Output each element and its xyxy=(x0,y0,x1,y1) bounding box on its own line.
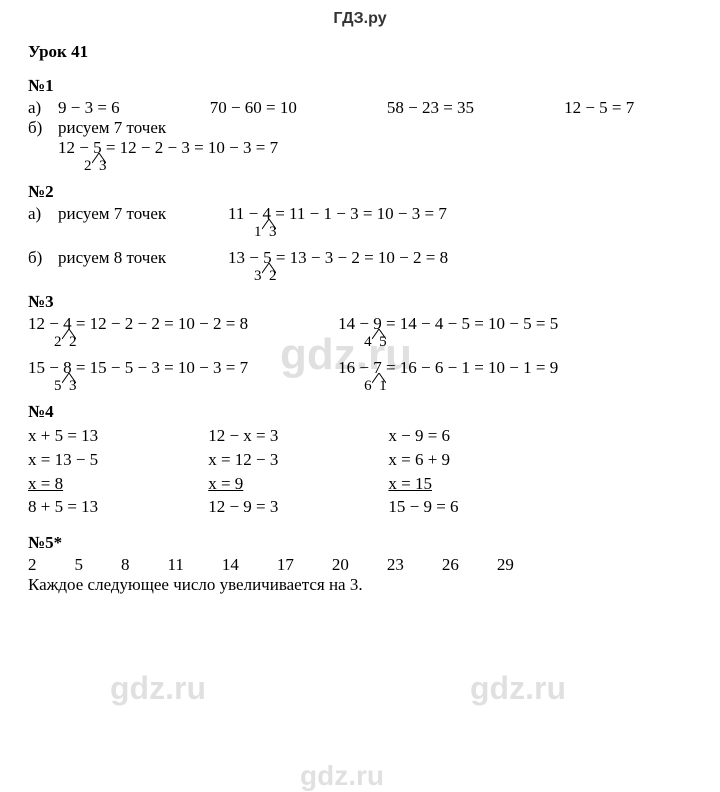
task1-row-a: а) 9 − 3 = 6 70 − 60 = 10 58 − 23 = 35 1… xyxy=(28,98,692,118)
task4-num: №4 xyxy=(28,402,692,422)
eq: 70 − 60 = 10 xyxy=(210,98,297,118)
task2-row-a: а) рисуем 7 точек 11 − 4 = 11 − 1 − 3 = … xyxy=(28,204,692,224)
task1-row-b: б) рисуем 7 точек xyxy=(28,118,692,138)
task4-col2: 12 − x = 3 x = 12 − 3 x = 9 12 − 9 = 3 xyxy=(208,424,278,519)
page: ГДЗ.ру Урок 41 №1 а) 9 − 3 = 6 70 − 60 =… xyxy=(0,0,720,615)
lesson-title: Урок 41 xyxy=(28,42,692,62)
eq-check: 8 + 5 = 13 xyxy=(28,495,98,519)
seq-num: 29 xyxy=(497,555,514,575)
split-nums: 1 3 xyxy=(254,224,277,241)
eq: 58 − 23 = 35 xyxy=(387,98,474,118)
task5-note: Каждое следующее число увеличивается на … xyxy=(28,575,692,595)
eq: x = 6 + 9 xyxy=(388,448,458,472)
task3-row1: 12 − 4 = 12 − 2 − 2 = 10 − 2 = 8 2 2 14 … xyxy=(28,314,692,334)
seq-num: 14 xyxy=(222,555,239,575)
split-nums: 3 2 xyxy=(254,268,277,285)
eq-text: 13 − 5 = 13 − 3 − 2 = 10 − 2 = 8 xyxy=(228,248,448,267)
eq-check: 12 − 9 = 3 xyxy=(208,495,278,519)
task3-eq1: 12 − 4 = 12 − 2 − 2 = 10 − 2 = 8 2 2 xyxy=(28,314,248,334)
watermark: gdz.ru xyxy=(110,670,206,707)
seq-num: 17 xyxy=(277,555,294,575)
task3-eq3: 15 − 8 = 15 − 5 − 3 = 10 − 3 = 7 5 3 xyxy=(28,358,248,378)
seq-num: 5 xyxy=(75,555,84,575)
eq-text: 12 − 5 = 12 − 2 − 3 = 10 − 3 = 7 xyxy=(58,138,278,157)
eq-check: 15 − 9 = 6 xyxy=(388,495,458,519)
task2-a-text: рисуем 7 точек xyxy=(58,204,228,224)
eq-text: 12 − 4 = 12 − 2 − 2 = 10 − 2 = 8 xyxy=(28,314,248,333)
eq-answer: x = 8 xyxy=(28,472,98,496)
seq-num: 26 xyxy=(442,555,459,575)
task3-num: №3 xyxy=(28,292,692,312)
seq-num: 23 xyxy=(387,555,404,575)
seq-num: 2 xyxy=(28,555,37,575)
eq-text: 16 − 7 = 16 − 6 − 1 = 10 − 1 = 9 xyxy=(338,358,558,377)
split-nums: 4 5 xyxy=(364,334,387,351)
split-nums: 2 2 xyxy=(54,334,77,351)
task1-b-eq-wrap: 12 − 5 = 12 − 2 − 3 = 10 − 3 = 7 2 3 xyxy=(58,138,692,158)
eq: x − 9 = 6 xyxy=(388,424,458,448)
eq: x = 13 − 5 xyxy=(28,448,98,472)
task2-b-text: рисуем 8 точек xyxy=(58,248,228,268)
task4-col1: x + 5 = 13 x = 13 − 5 x = 8 8 + 5 = 13 xyxy=(28,424,98,519)
eq-answer: x = 9 xyxy=(208,472,278,496)
task1-b-text: рисуем 7 точек xyxy=(58,118,166,138)
task2-b-letter: б) xyxy=(28,248,58,268)
eq-text: 15 − 8 = 15 − 5 − 3 = 10 − 3 = 7 xyxy=(28,358,248,377)
task2-a-eq: 11 − 4 = 11 − 1 − 3 = 10 − 3 = 7 1 3 xyxy=(228,204,447,224)
watermark: gdz.ru xyxy=(300,760,384,792)
task1-b-eq: 12 − 5 = 12 − 2 − 3 = 10 − 3 = 7 2 3 xyxy=(58,138,278,158)
eq-text: 11 − 4 = 11 − 1 − 3 = 10 − 3 = 7 xyxy=(228,204,447,223)
task3-eq2: 14 − 9 = 14 − 4 − 5 = 10 − 5 = 5 4 5 xyxy=(338,314,558,334)
eq: 12 − 5 = 7 xyxy=(564,98,634,118)
task1-a-equations: 9 − 3 = 6 70 − 60 = 10 58 − 23 = 35 12 −… xyxy=(58,98,634,118)
task2-row-b: б) рисуем 8 точек 13 − 5 = 13 − 3 − 2 = … xyxy=(28,248,692,268)
task2-num: №2 xyxy=(28,182,692,202)
eq: x + 5 = 13 xyxy=(28,424,98,448)
task5-sequence: 2 5 8 11 14 17 20 23 26 29 xyxy=(28,555,692,575)
eq-answer: x = 15 xyxy=(388,472,458,496)
seq-num: 11 xyxy=(168,555,184,575)
task3-eq4: 16 − 7 = 16 − 6 − 1 = 10 − 1 = 9 6 1 xyxy=(338,358,558,378)
split-nums: 6 1 xyxy=(364,378,387,395)
task3-row2: 15 − 8 = 15 − 5 − 3 = 10 − 3 = 7 5 3 16 … xyxy=(28,358,692,378)
watermark: gdz.ru xyxy=(470,670,566,707)
seq-num: 20 xyxy=(332,555,349,575)
eq: 12 − x = 3 xyxy=(208,424,278,448)
eq-text: 14 − 9 = 14 − 4 − 5 = 10 − 5 = 5 xyxy=(338,314,558,333)
eq: x = 12 − 3 xyxy=(208,448,278,472)
task1-num: №1 xyxy=(28,76,692,96)
seq-num: 8 xyxy=(121,555,130,575)
eq: 9 − 3 = 6 xyxy=(58,98,120,118)
task5-num: №5* xyxy=(28,533,692,553)
task4-col3: x − 9 = 6 x = 6 + 9 x = 15 15 − 9 = 6 xyxy=(388,424,458,519)
task2-a-letter: а) xyxy=(28,204,58,224)
task2-b-eq: 13 − 5 = 13 − 3 − 2 = 10 − 2 = 8 3 2 xyxy=(228,248,448,268)
task1-b-letter: б) xyxy=(28,118,58,138)
split-nums: 2 3 xyxy=(84,158,107,175)
task4-columns: x + 5 = 13 x = 13 − 5 x = 8 8 + 5 = 13 1… xyxy=(28,424,692,519)
split-nums: 5 3 xyxy=(54,378,77,395)
task1-a-letter: а) xyxy=(28,98,58,118)
site-title: ГДЗ.ру xyxy=(28,10,692,28)
